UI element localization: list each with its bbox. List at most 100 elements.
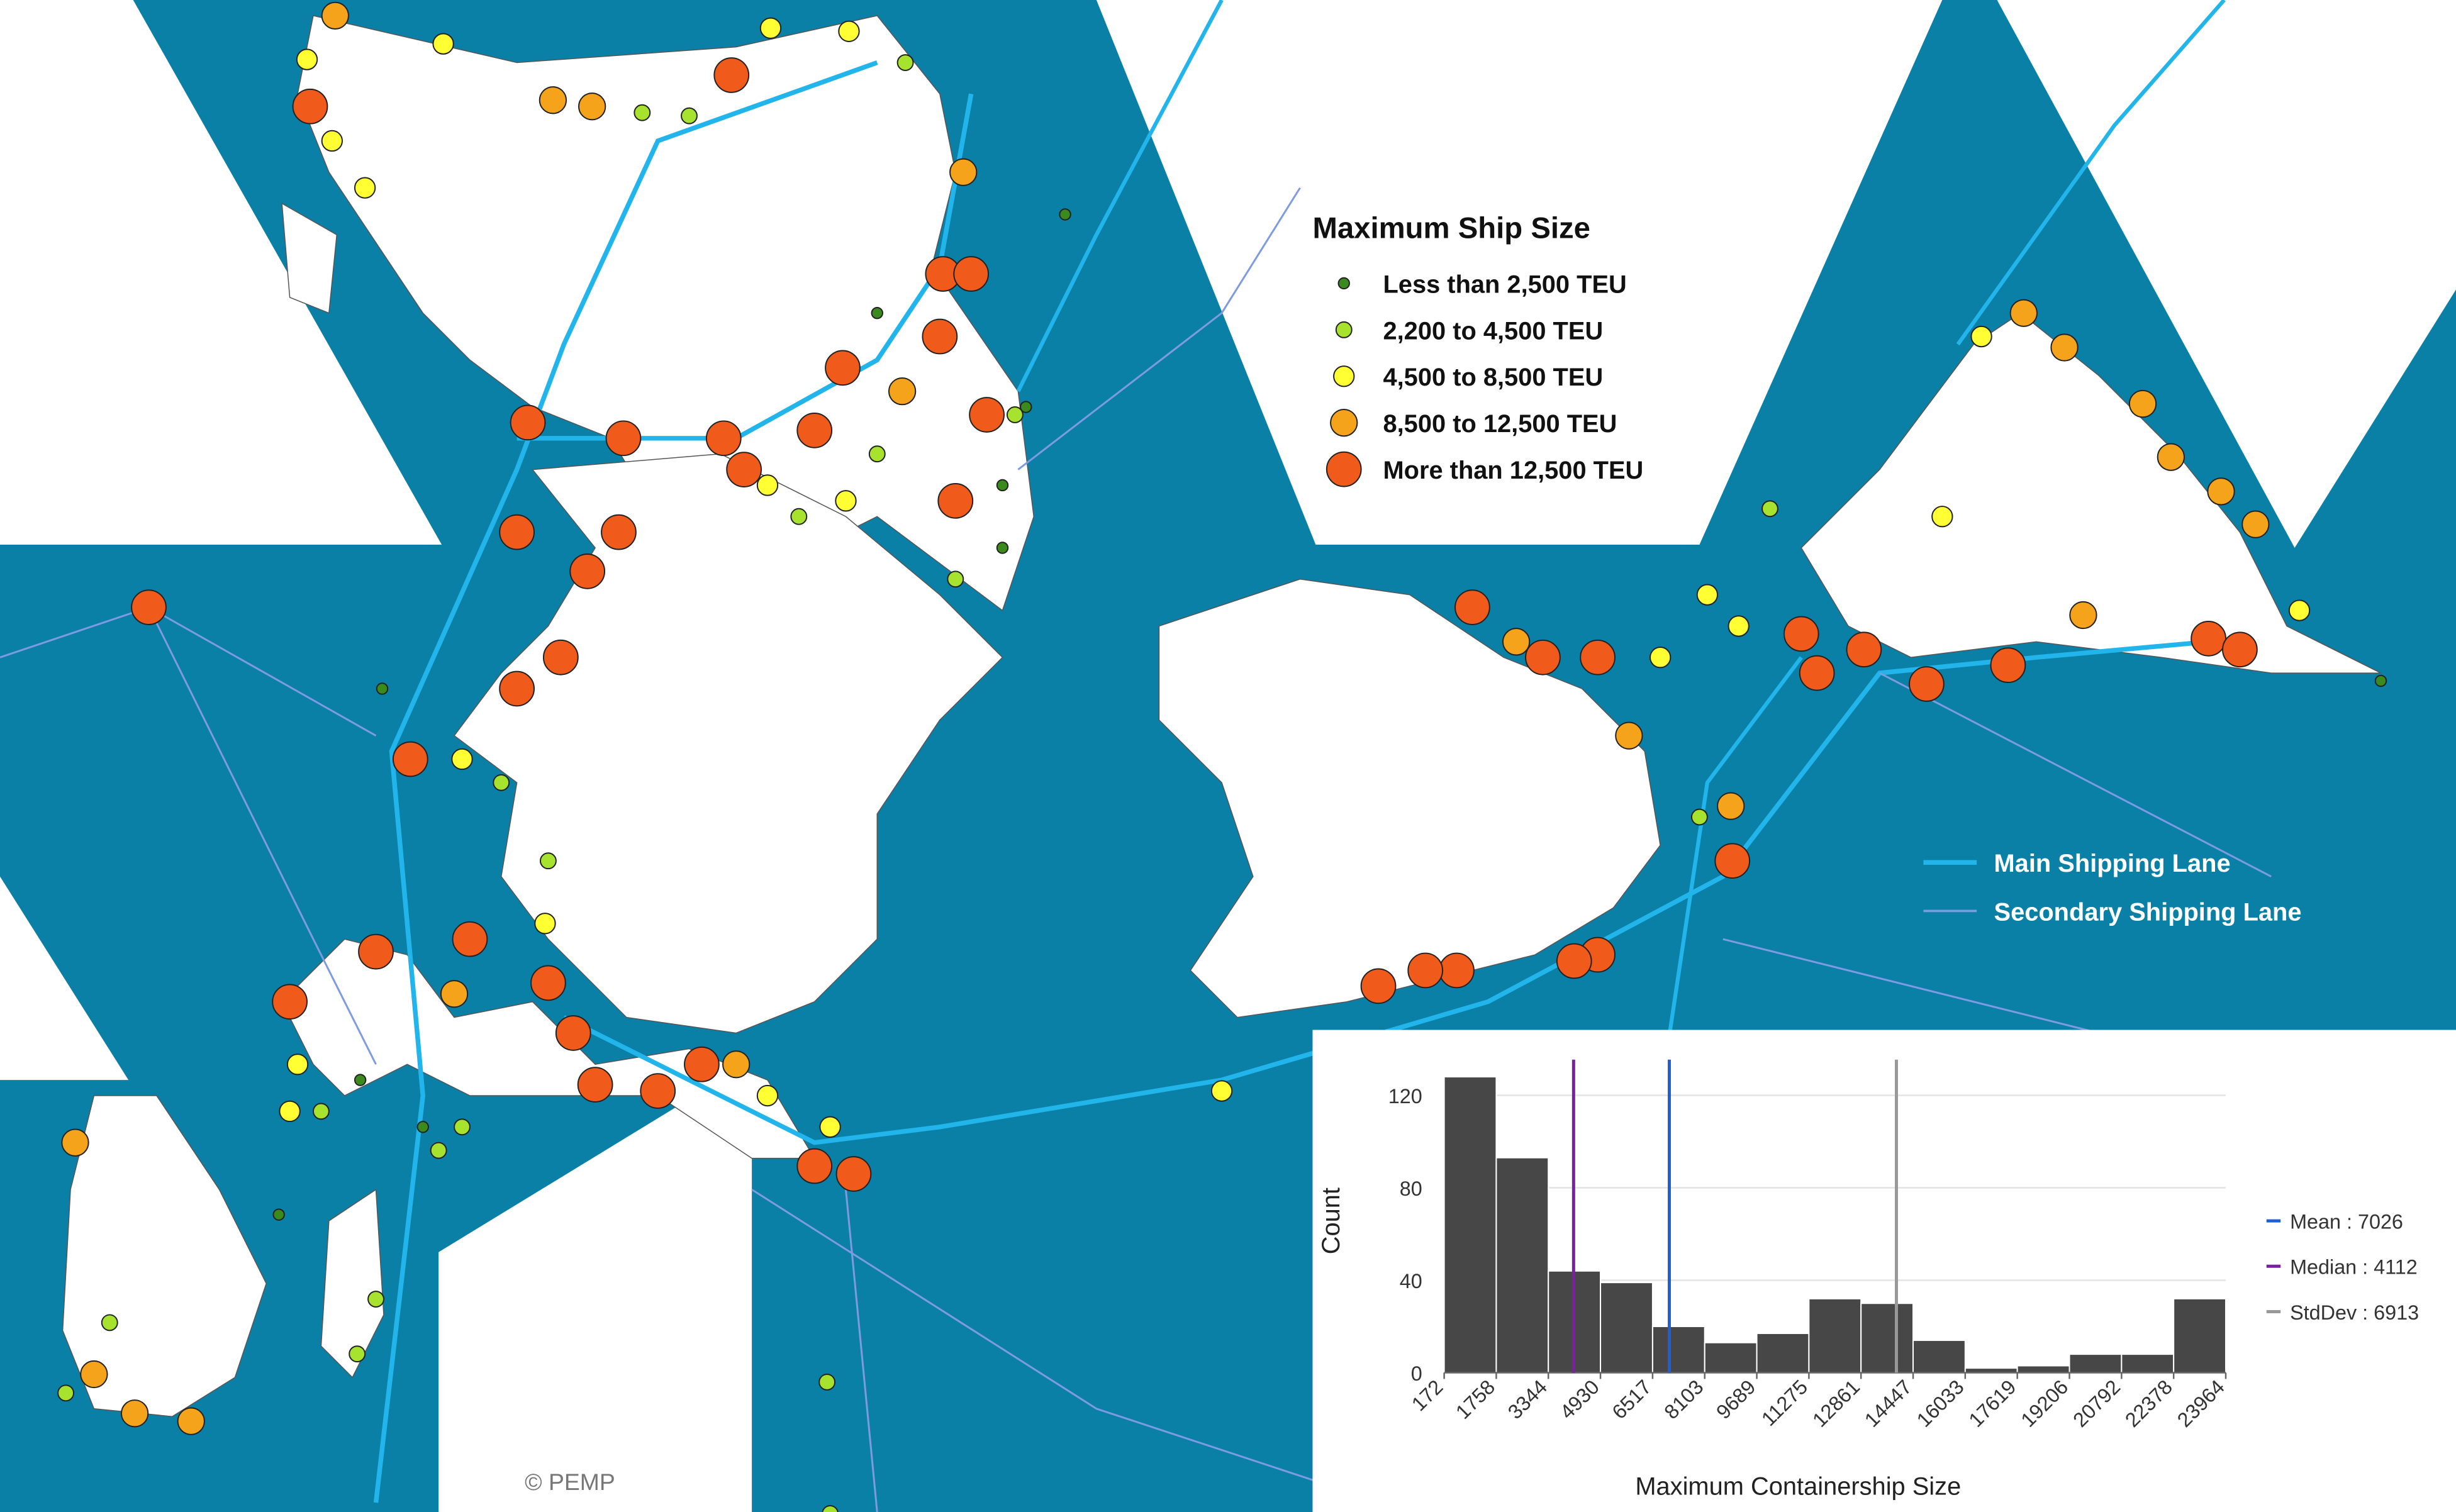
port: [296, 48, 318, 70]
bar: [1704, 1342, 1758, 1374]
port: [796, 1148, 833, 1184]
stat-legend-label: StdDev : 6913: [2290, 1301, 2419, 1324]
port: [2288, 599, 2311, 621]
port: [57, 1384, 75, 1402]
bar: [2068, 1354, 2123, 1374]
port: [705, 420, 742, 457]
port: [1696, 584, 1719, 606]
port: [539, 86, 567, 114]
port: [1990, 647, 2026, 684]
port: [2157, 443, 2185, 471]
port: [286, 1053, 309, 1076]
port: [1556, 943, 1592, 979]
port: [825, 350, 861, 386]
port: [937, 482, 974, 519]
bar: [1756, 1333, 1810, 1374]
port: [1020, 401, 1032, 413]
lane-label: Main Shipping Lane: [1994, 850, 2231, 877]
legend-title: Maximum Ship Size: [1312, 211, 1590, 245]
port: [822, 1505, 839, 1512]
port: [640, 1073, 676, 1109]
port: [354, 1074, 367, 1086]
port: [101, 1314, 118, 1331]
port: [1846, 631, 1882, 668]
port: [312, 1103, 330, 1120]
port: [1649, 647, 1672, 669]
y-tick-label: 80: [1400, 1177, 1422, 1200]
port: [1717, 792, 1745, 820]
port: [605, 420, 642, 457]
y-tick-label: 0: [1411, 1362, 1422, 1385]
port: [2241, 510, 2270, 538]
legend-label: 2,200 to 4,500 TEU: [1383, 317, 1603, 345]
port: [756, 474, 779, 496]
port: [499, 670, 535, 707]
port: [1006, 406, 1024, 423]
port: [177, 1407, 205, 1435]
ports: [57, 1, 2387, 1512]
port: [949, 158, 978, 186]
port: [430, 1142, 447, 1159]
port: [358, 933, 394, 970]
legend-symbol: [1333, 365, 1355, 387]
port: [726, 452, 762, 487]
port: [2128, 389, 2157, 418]
port: [367, 1291, 384, 1308]
port: [569, 553, 606, 589]
port: [2207, 477, 2235, 506]
bar: [1651, 1326, 1705, 1374]
port: [2222, 631, 2258, 668]
port: [349, 1345, 366, 1363]
bar: [1808, 1298, 1862, 1374]
port: [896, 54, 914, 71]
port: [1502, 628, 1531, 656]
y-axis-label: Count: [1317, 1187, 1345, 1254]
legend-label: 8,500 to 12,500 TEU: [1383, 410, 1617, 438]
port: [1059, 208, 1071, 221]
bar: [1600, 1282, 1653, 1374]
land: [62, 14, 2381, 1417]
port: [534, 913, 556, 935]
lane-legend: Main Shipping Lane Secondary Shipping Lan…: [1923, 850, 2302, 926]
y-tick-label: 40: [1400, 1270, 1422, 1292]
port: [888, 377, 917, 406]
port: [759, 17, 782, 39]
port: [796, 412, 833, 448]
port: [376, 682, 389, 695]
legend-symbol: [1326, 451, 1362, 487]
copyright: © PEMP: [525, 1469, 615, 1495]
port: [321, 1, 349, 30]
port: [756, 1084, 779, 1107]
port: [416, 1121, 429, 1133]
port: [61, 1128, 89, 1157]
port: [440, 980, 469, 1008]
port: [392, 741, 428, 777]
port: [131, 589, 167, 625]
port: [432, 33, 454, 55]
port: [1728, 615, 1750, 637]
stat-legend-label: Mean : 7026: [2290, 1211, 2403, 1233]
port: [578, 92, 606, 121]
port: [790, 508, 808, 525]
stat-legend-label: Median : 4112: [2290, 1256, 2418, 1279]
port: [1690, 808, 1708, 826]
port: [871, 307, 883, 320]
port: [80, 1360, 108, 1389]
port: [272, 984, 308, 1020]
bar: [1860, 1303, 1914, 1374]
port: [1970, 325, 1992, 348]
legend-symbol: [1337, 277, 1350, 290]
port: [1407, 952, 1444, 989]
port: [996, 542, 1009, 554]
port: [601, 514, 637, 550]
bar: [1443, 1076, 1497, 1374]
port: [1454, 589, 1490, 625]
port: [996, 479, 1009, 492]
port: [868, 445, 886, 463]
legend-label: More than 12,500 TEU: [1383, 457, 1643, 484]
port: [555, 1015, 591, 1051]
legend-label: Less than 2,500 TEU: [1383, 270, 1626, 298]
port: [2009, 299, 2038, 327]
